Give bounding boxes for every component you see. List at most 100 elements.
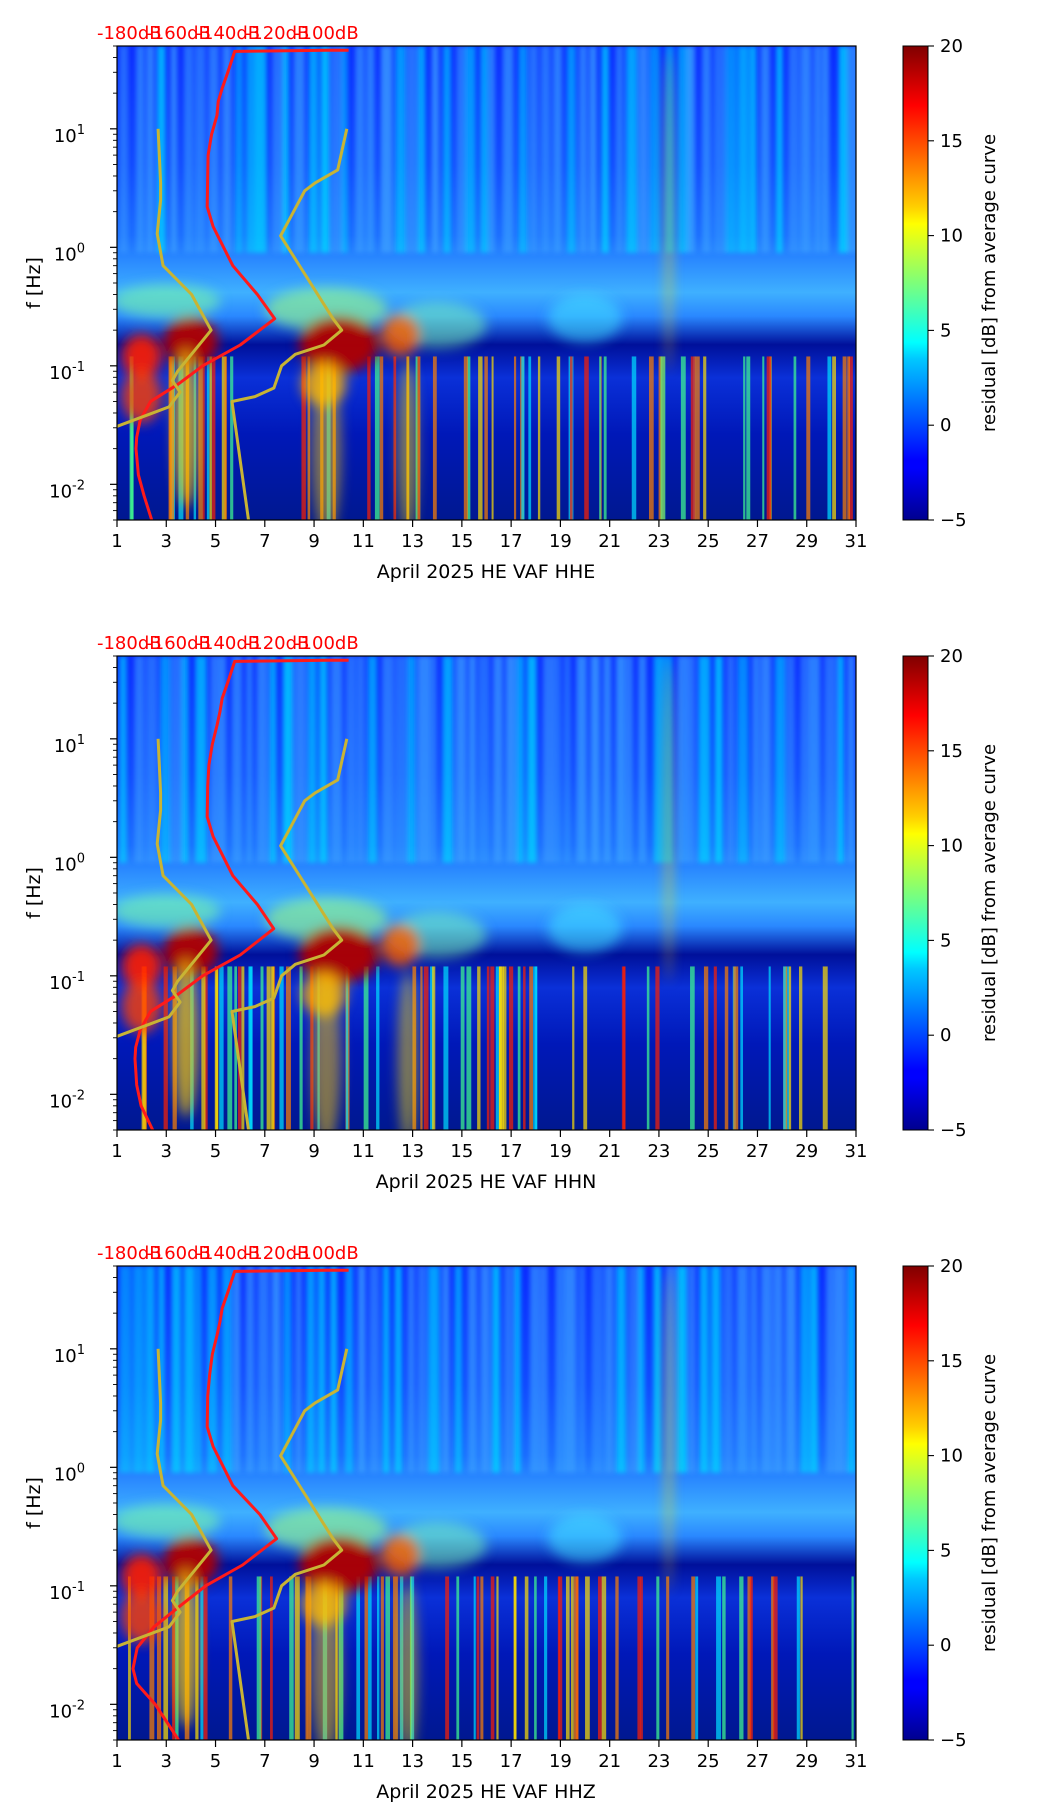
spike: [498, 966, 504, 1130]
spike: [768, 966, 771, 1130]
day-stripe: [221, 1266, 233, 1473]
day-stripe: [369, 1266, 380, 1473]
spike: [691, 1576, 696, 1740]
spectral-feature: [299, 926, 379, 984]
spike: [467, 356, 471, 520]
spike: [128, 1576, 131, 1740]
spike: [513, 356, 517, 520]
spike: [270, 1576, 273, 1740]
colorbar: 20 15 10 5 0 −5 residual [dB] from avera…: [902, 646, 1000, 1141]
spectral-feature: [117, 894, 221, 929]
x-tick-label: 11: [352, 1141, 375, 1162]
day-stripe: [464, 46, 476, 253]
spectral-feature: [121, 1554, 162, 1599]
colorbar-tick-label: −5: [940, 1730, 967, 1751]
spike: [529, 966, 534, 1130]
day-stripe: [245, 1266, 255, 1473]
day-stripe: [294, 656, 307, 863]
top-axis-label: -140dB: [196, 1243, 261, 1264]
spike: [570, 1576, 574, 1740]
day-stripe: [406, 46, 417, 253]
spectral-feature: [666, 50, 671, 373]
spectral-feature: [666, 1270, 671, 1593]
day-stripe: [394, 1266, 402, 1473]
top-axis-label: -180dB: [97, 633, 162, 654]
x-tick-label: 15: [450, 1141, 473, 1162]
y-tick-label: 10-2: [49, 478, 85, 502]
nlnm-curve: [117, 738, 213, 1038]
day-stripe: [554, 656, 562, 863]
day-stripe: [543, 656, 555, 863]
spike: [847, 356, 850, 520]
day-stripe: [773, 1266, 783, 1473]
spike: [224, 356, 227, 520]
x-axis: 1 3 5 7 9 11 13 15 17 19 21 23 25 27 29 …: [111, 1141, 867, 1162]
day-stripe: [282, 656, 294, 863]
spectral-feature: [121, 980, 162, 1033]
x-tick-label: 5: [210, 531, 221, 552]
x-tick-label: 31: [845, 1141, 868, 1162]
day-stripe: [480, 46, 489, 253]
x-tick-label: 1: [111, 1141, 122, 1162]
spike: [156, 1576, 162, 1740]
average-noise-curve: [131, 1268, 349, 1740]
spike: [637, 1576, 641, 1740]
spike: [783, 966, 786, 1130]
tick-marks: [110, 655, 934, 1137]
day-stripe: [245, 656, 253, 863]
day-stripe: [119, 46, 129, 253]
spectrogram-features: [117, 46, 856, 520]
day-stripe: [737, 656, 749, 863]
spectral-feature: [299, 316, 379, 374]
day-stripe: [317, 1266, 326, 1473]
day-stripe: [665, 1266, 676, 1473]
x-tick-label: 15: [450, 1751, 473, 1772]
spike: [206, 356, 210, 520]
day-stripe: [502, 46, 514, 253]
day-stripe: [589, 46, 597, 253]
nhnm-curve: [230, 738, 349, 1130]
day-stripe: [456, 46, 466, 253]
y-axis: 10-2 10-1 100 101: [49, 1343, 85, 1723]
colorbar: 20 15 10 5 0 −5 residual [dB] from avera…: [902, 36, 1000, 531]
spike: [380, 1576, 384, 1740]
spectral-feature: [163, 316, 218, 367]
spike: [556, 356, 561, 520]
spike: [569, 356, 573, 520]
day-stripe: [847, 1266, 856, 1473]
day-stripe: [319, 656, 328, 863]
spike: [603, 356, 607, 520]
day-stripe: [171, 656, 183, 863]
x-tick-label: 21: [598, 1141, 621, 1162]
y-tick-exponent: 1: [77, 123, 85, 138]
day-stripe: [637, 1266, 645, 1473]
spike: [572, 966, 575, 1130]
x-tick-label: 17: [500, 1141, 523, 1162]
x-tick-label: 29: [795, 531, 818, 552]
spike: [368, 1576, 372, 1740]
spike: [163, 966, 168, 1130]
day-stripe: [477, 656, 490, 863]
day-stripe: [616, 1266, 627, 1473]
x-tick-label: 3: [161, 1751, 172, 1772]
daily-stripes: [119, 46, 856, 253]
spike: [423, 966, 429, 1130]
spike: [364, 1576, 369, 1740]
day-stripe: [222, 46, 232, 253]
spike: [393, 356, 397, 520]
colorbar-title: residual [dB] from average curve: [979, 1354, 1000, 1652]
colorbar-tick-label: 20: [940, 646, 963, 667]
day-stripe: [677, 656, 689, 863]
spike: [793, 356, 797, 520]
series-layer: [117, 658, 349, 1130]
spike: [558, 1576, 563, 1740]
spike: [491, 356, 494, 520]
spectral-feature: [121, 1590, 162, 1643]
spike: [766, 356, 772, 520]
day-stripe: [231, 656, 243, 863]
day-stripe: [555, 1266, 567, 1473]
colorbar-tick-label: −5: [940, 1120, 967, 1141]
spike: [747, 1576, 752, 1740]
spike: [800, 1576, 803, 1740]
spike: [746, 356, 751, 520]
